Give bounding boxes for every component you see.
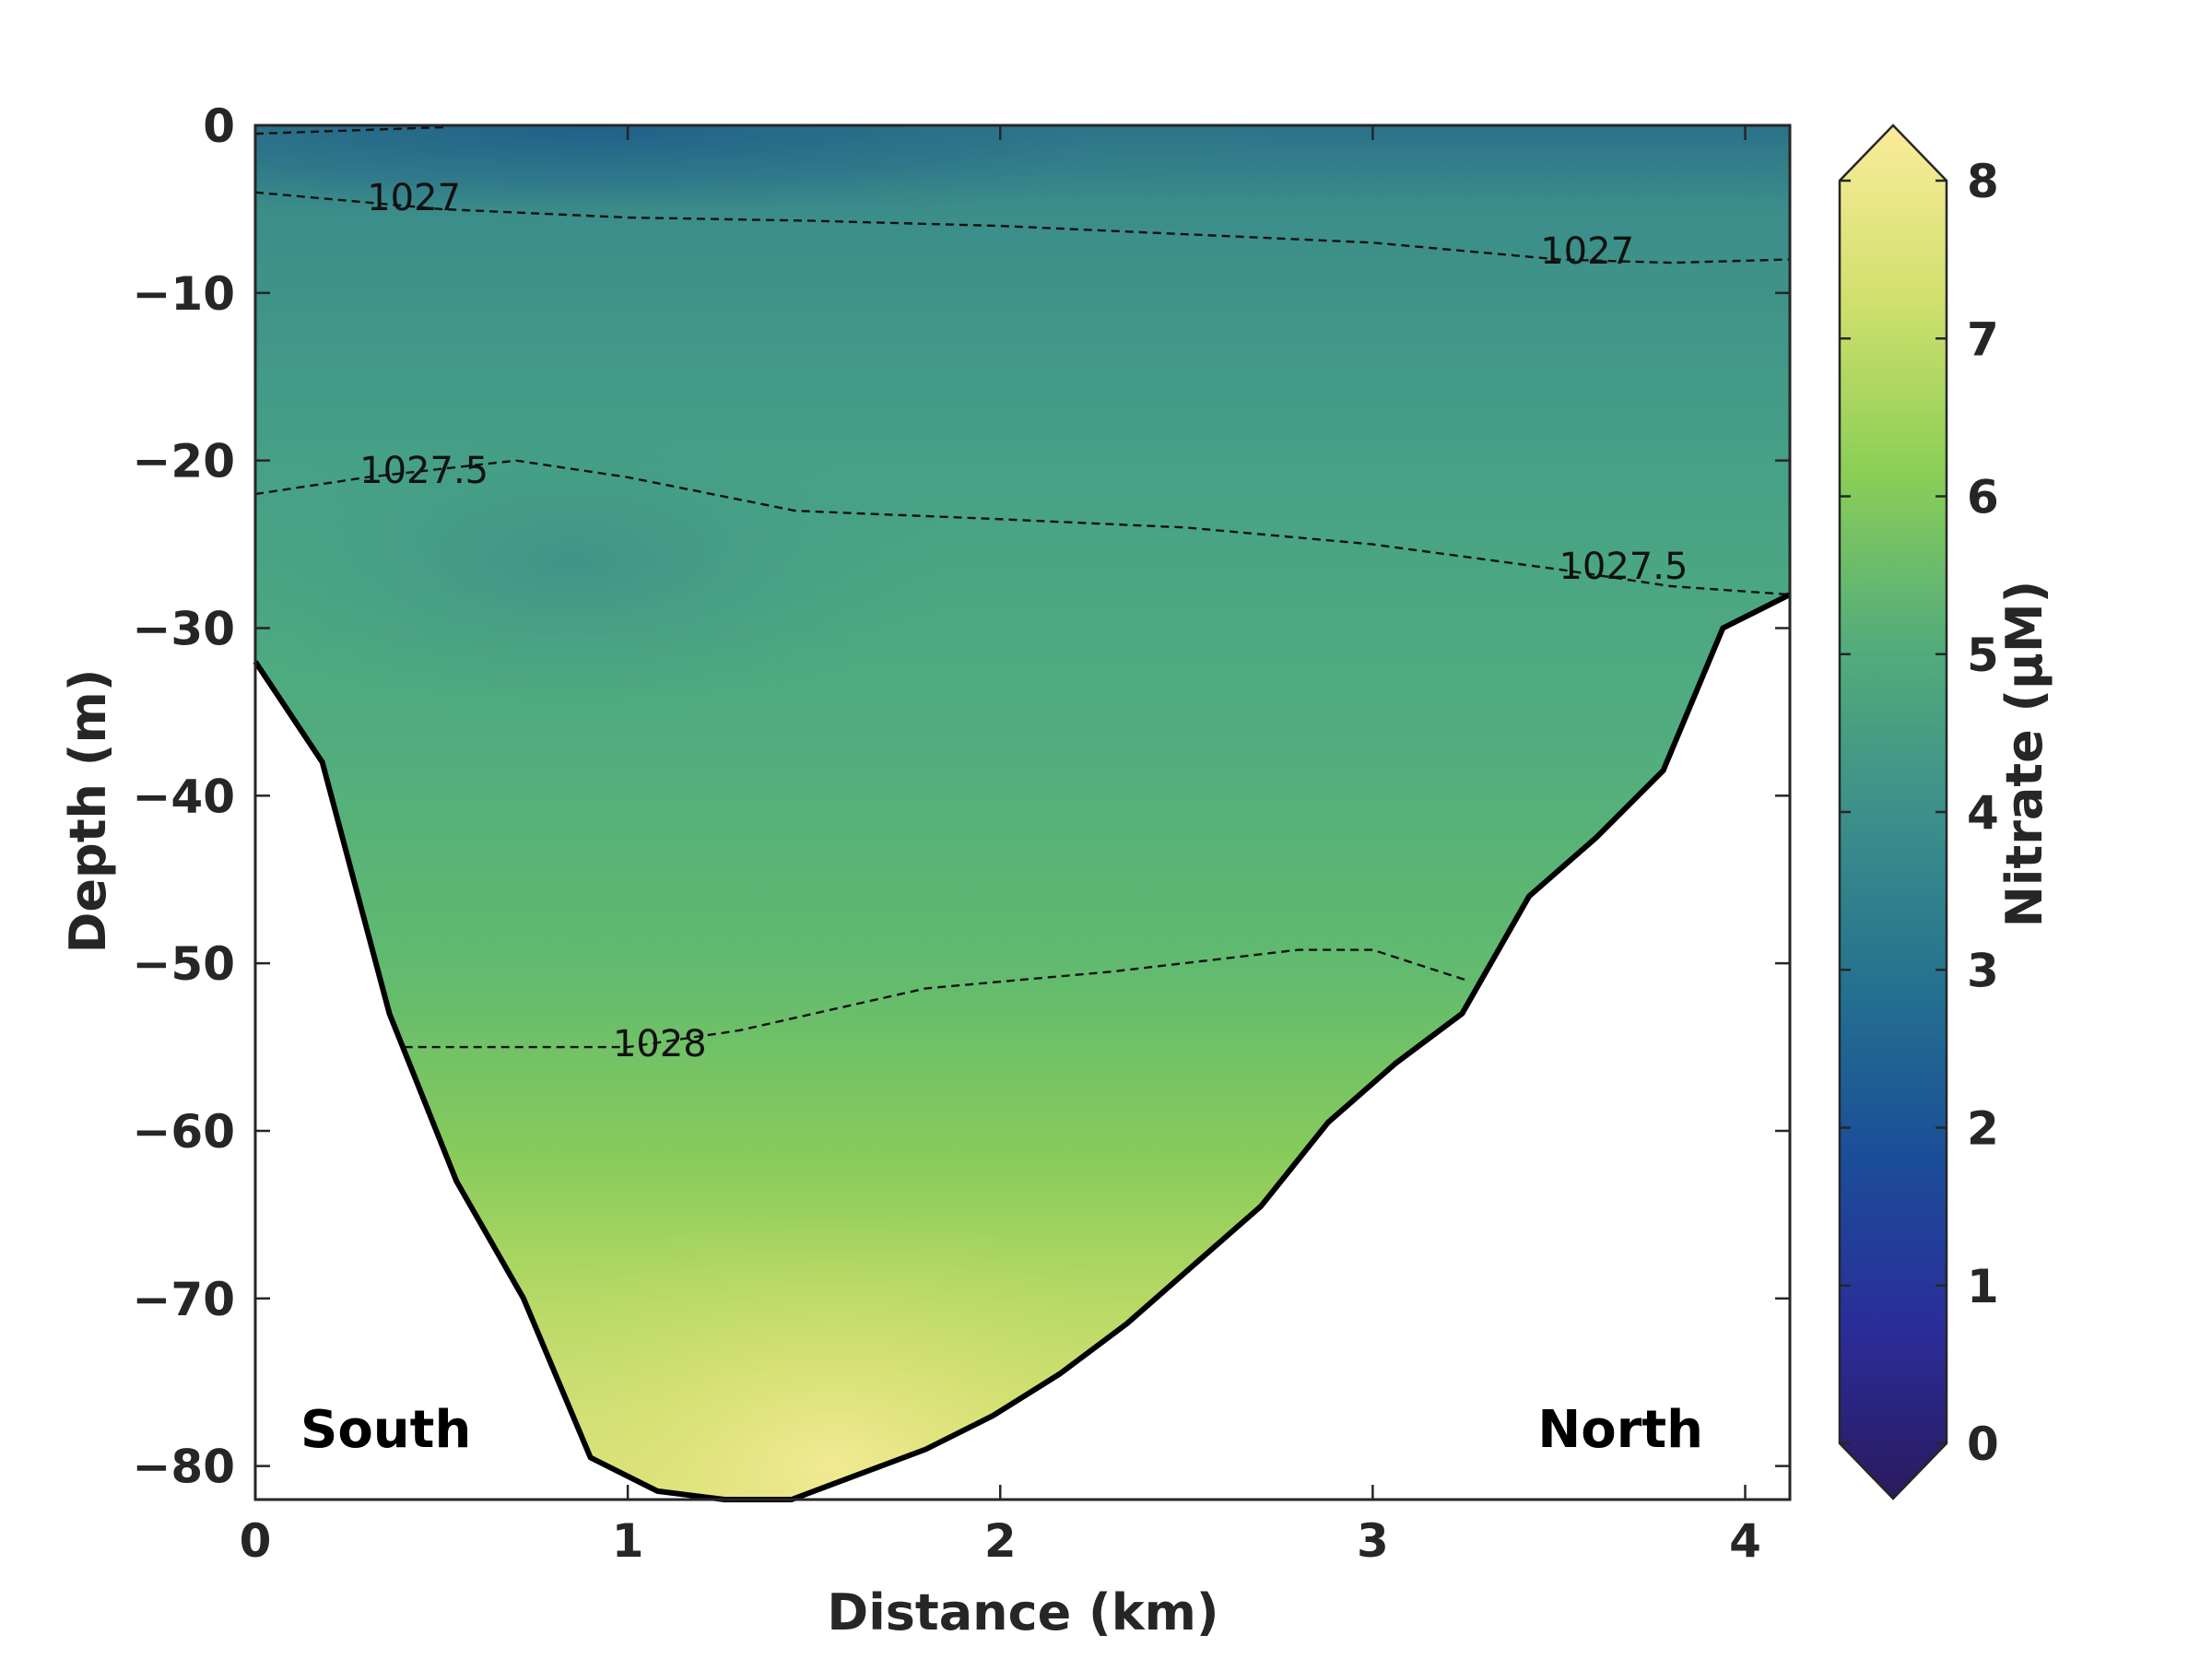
density-contours: 1027 1027 1027.5 1027.5 1028 <box>254 125 1791 1065</box>
colorbar-tick-label: 2 <box>1967 1102 1999 1156</box>
x-tick-label: 1 <box>612 1514 644 1568</box>
colorbar-tick-label: 3 <box>1967 944 1999 997</box>
y-tick-label: −20 <box>133 435 235 488</box>
colorbar-tick-label: 0 <box>1967 1418 1999 1471</box>
contour-label: 1027 <box>367 177 461 219</box>
seafloor-line <box>253 592 1792 1502</box>
x-tick-label: 0 <box>240 1514 272 1568</box>
colorbar-ticks: 0 1 2 3 4 5 6 7 8 <box>1840 155 1999 1471</box>
colorbar-tick-label: 4 <box>1967 786 1999 840</box>
south-annotation: South <box>300 1400 471 1460</box>
y-axis-label: Depth (m) <box>59 669 117 954</box>
surface-low-nitrate <box>255 125 1291 227</box>
colorbar-scale <box>1838 124 1948 1500</box>
x-axis-label: Distance (km) <box>827 1583 1218 1641</box>
deep-high-nitrate <box>436 1207 1230 1500</box>
nitrate-field <box>255 125 1790 1500</box>
north-annotation: North <box>1537 1400 1703 1460</box>
mid-depth-low-nitrate <box>255 394 969 727</box>
y-tick-label: −50 <box>133 937 235 991</box>
contour-surface-fragment <box>254 125 450 135</box>
contour-1028 <box>404 948 1466 1049</box>
colorbar-tick-label: 7 <box>1967 312 1999 366</box>
axis-ticks: 0 1 2 3 4 0 −10 −20 −30 −40 −50 −60 −70 −80 <box>133 100 1790 1568</box>
x-tick-label: 2 <box>984 1514 1017 1568</box>
contour-label: 1027.5 <box>1559 546 1688 588</box>
colorbar: 0 1 2 3 4 5 6 7 8 Nitrate (μM) <box>1838 124 2053 1500</box>
colorbar-label: Nitrate (μM) <box>1995 581 2053 928</box>
contour-label: 1027 <box>1540 230 1634 273</box>
y-tick-label: −70 <box>133 1273 235 1326</box>
colorbar-tick-label: 5 <box>1967 629 1999 682</box>
x-tick-label: 4 <box>1729 1514 1761 1568</box>
y-tick-label: −40 <box>133 770 235 823</box>
colorbar-tick-label: 1 <box>1967 1260 1999 1313</box>
colorbar-tick-label: 8 <box>1967 155 1999 208</box>
plot-frame <box>253 124 1792 1501</box>
y-tick-label: −80 <box>133 1441 235 1494</box>
y-tick-label: −60 <box>133 1105 235 1159</box>
y-tick-label: −30 <box>133 602 235 655</box>
colorbar-tick-label: 6 <box>1967 471 1999 524</box>
y-tick-label: −10 <box>133 267 235 321</box>
contour-label: 1027.5 <box>359 450 488 492</box>
y-tick-label: 0 <box>203 100 235 153</box>
contour-label: 1028 <box>613 1023 707 1065</box>
contour-1027 <box>254 191 1791 265</box>
contour-1027-5 <box>254 459 1791 596</box>
x-tick-label: 3 <box>1357 1514 1389 1568</box>
